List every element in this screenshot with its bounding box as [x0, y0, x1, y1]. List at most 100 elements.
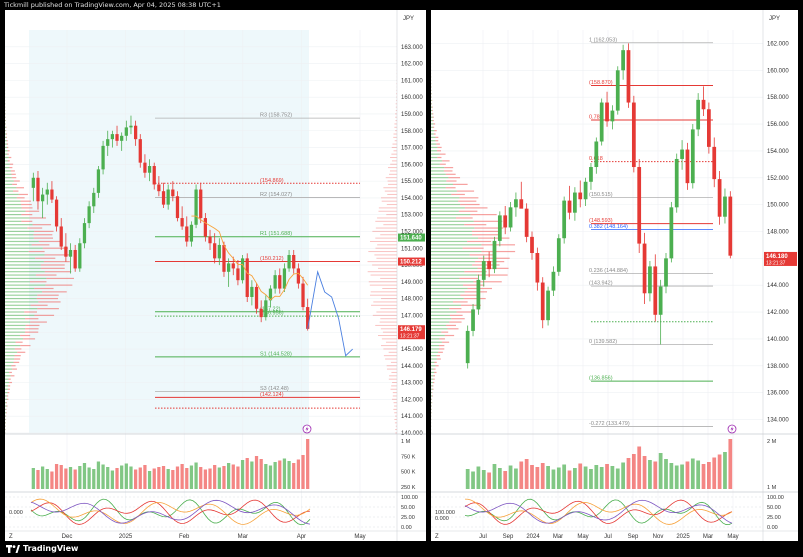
y-tick-label: 153.000	[401, 213, 423, 219]
profile-bar-right	[375, 324, 397, 326]
profile-bar-buy	[431, 341, 442, 343]
candle-body	[166, 189, 170, 205]
profile-bar-sell	[10, 375, 15, 377]
price-level-label: 0.786	[589, 115, 603, 121]
volume-bar	[254, 456, 259, 489]
candle-body	[259, 308, 263, 318]
profile-bar-sell	[6, 143, 9, 145]
profile-bar-sell	[438, 351, 443, 353]
volume-bar	[282, 458, 287, 489]
profile-bar-sell	[439, 163, 446, 165]
profile-bar-sell	[20, 200, 31, 202]
profile-bar-buy	[5, 308, 38, 310]
y-tick-label: 152.000	[401, 230, 423, 236]
candle-body	[40, 194, 45, 202]
profile-bar-buy	[5, 123, 6, 125]
candle-body	[45, 189, 49, 195]
oscillator-value-label: 100.000	[435, 510, 455, 516]
profile-bar-buy	[5, 224, 33, 226]
volume-bar	[106, 467, 110, 489]
profile-bar-sell	[432, 381, 435, 384]
profile-bar-buy	[431, 143, 437, 145]
profile-bar-buy	[431, 113, 433, 115]
profile-bar-right	[380, 277, 397, 279]
profile-bar-sell	[433, 375, 436, 377]
volume-bar	[723, 452, 727, 489]
profile-bar-buy	[5, 294, 38, 296]
profile-bar-right	[372, 230, 397, 232]
candle-body	[476, 279, 481, 310]
profile-bar-right	[396, 93, 397, 95]
y-tick-label: 144.000	[401, 364, 423, 370]
profile-bar-buy	[5, 385, 9, 387]
profile-bar-sell	[445, 187, 456, 189]
oscillator-axis-label: 100.00	[767, 495, 784, 501]
candle-body	[701, 99, 706, 110]
volume-bar	[40, 466, 45, 489]
candle-body	[573, 192, 577, 213]
volume-bar	[642, 456, 647, 489]
y-tick-label: 145.000	[401, 347, 423, 353]
chart-panel-right[interactable]: Jul Sep 2024 Mar May Jul Sep Nov 2025 Mar May 1 (16…	[431, 10, 798, 541]
profile-bar-buy	[5, 173, 12, 175]
profile-bar-buy	[431, 361, 435, 363]
profile-bar-right	[385, 358, 397, 360]
profile-bar-sell	[464, 224, 487, 226]
profile-bar-buy	[5, 395, 7, 397]
candle-body	[199, 189, 203, 219]
candle-body	[68, 249, 73, 257]
profile-bar-buy	[431, 291, 465, 293]
profile-bar-right	[394, 412, 397, 414]
candle-body	[578, 192, 583, 200]
price-axis: JPY 162.000 160.000 158.000 156.000 154.000 15…	[762, 10, 798, 541]
volume-bar	[185, 468, 189, 489]
volume-bar	[573, 468, 577, 489]
profile-bar-buy	[431, 297, 464, 300]
candle-body	[96, 169, 101, 193]
profile-bar-right	[381, 338, 397, 340]
candle-body	[306, 307, 310, 329]
profile-bar-sell	[9, 381, 13, 384]
candle-body	[64, 246, 68, 257]
profile-bar-buy	[431, 308, 450, 310]
profile-bar-sell	[37, 294, 59, 296]
y-tick-label: 156.000	[401, 162, 423, 168]
profile-bar-right	[392, 392, 397, 394]
profile-bar-right	[378, 207, 397, 209]
candle-body	[610, 110, 615, 122]
volume-bar	[101, 464, 105, 489]
profile-bar-right	[385, 341, 397, 343]
candle-body	[152, 166, 156, 185]
profile-bar-buy	[5, 388, 8, 390]
chart-panel-left[interactable]: Dec 2025 Feb Mar Apr May R3 (158.752) (154.869)…	[5, 10, 426, 541]
profile-bar-sell	[464, 207, 488, 209]
profile-bar-buy	[431, 109, 433, 112]
profile-bar-sell	[449, 308, 462, 310]
profile-bar-buy	[431, 392, 432, 394]
profile-bar-buy	[5, 267, 41, 269]
profile-bar-right	[372, 314, 397, 316]
y-tick-label: 141.000	[401, 414, 423, 420]
volume-bar	[728, 439, 733, 489]
chart-svg-right[interactable]: Jul Sep 2024 Mar May Jul Sep Nov 2025 Mar May 1 (16…	[431, 10, 798, 541]
price-level-label: (136.856)	[589, 376, 613, 382]
x-tick-label: Dec	[62, 534, 73, 540]
x-tick-label: Mar	[238, 534, 248, 540]
oscillator-axis-label: 0.00	[401, 525, 412, 531]
candle-body	[599, 102, 604, 142]
volume-bar	[583, 466, 588, 489]
price-level-label: (150.515)	[589, 192, 613, 198]
profile-bar-buy	[5, 371, 10, 374]
candle-body	[189, 224, 194, 242]
profile-bar-buy	[5, 351, 18, 353]
chart-svg-left[interactable]: Dec 2025 Feb Mar Apr May R3 (158.752) (154.869)…	[5, 10, 426, 541]
volume-bar	[551, 469, 556, 489]
profile-bar-sell	[11, 173, 16, 175]
profile-bar-sell	[44, 271, 72, 273]
oscillator-value-label: 0.000	[9, 510, 23, 516]
tradingview-brand[interactable]: TradingView	[6, 544, 78, 554]
profile-bar-buy	[431, 304, 461, 306]
volume-bar	[296, 459, 301, 489]
y-tick-label: 150.000	[767, 203, 789, 209]
profile-bar-sell	[7, 398, 9, 400]
